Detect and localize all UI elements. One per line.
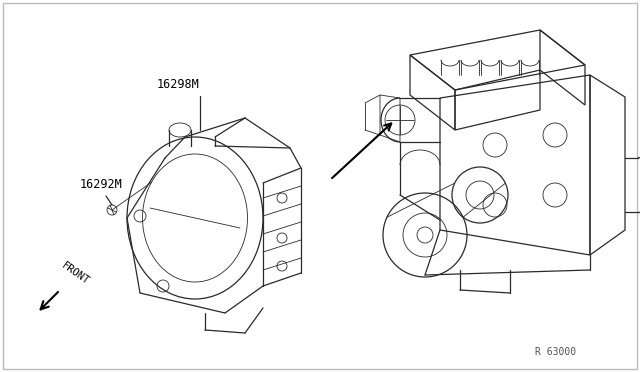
Text: 16292M: 16292M	[80, 178, 123, 191]
Text: FRONT: FRONT	[60, 261, 92, 287]
Text: 16298M: 16298M	[157, 78, 200, 91]
Text: R 63000: R 63000	[535, 347, 576, 357]
